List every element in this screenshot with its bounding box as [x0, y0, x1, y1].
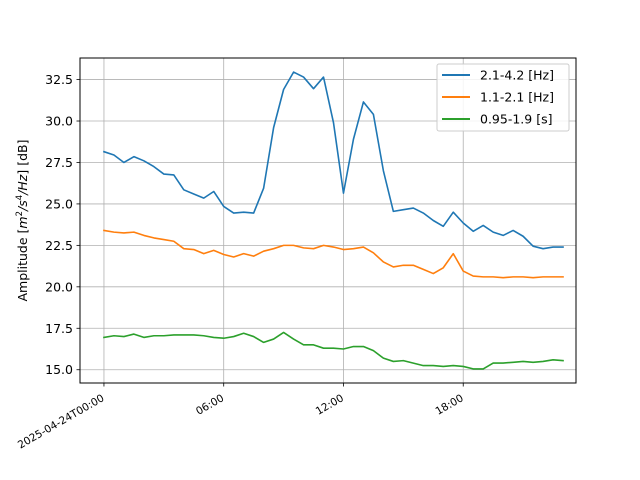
series-line-2 [103, 229, 564, 279]
y-tick-label-0: 15.0 [45, 362, 73, 377]
grid-lines [80, 58, 576, 383]
y-tick-label-2: 20.0 [45, 279, 73, 294]
y-tick-label-5: 27.5 [45, 155, 73, 170]
series-line-1 [102, 71, 564, 250]
y-tick-label-6: 30.0 [45, 114, 73, 129]
legend-label-2: 1.1-2.1 [Hz] [480, 90, 554, 105]
legend-label-3: 0.95-1.9 [s] [480, 112, 552, 127]
series-line-3 [103, 331, 564, 370]
y-axis-label: Amplitude [m2/s4/Hz] [dB] [15, 140, 30, 302]
y-tick-label-3: 22.5 [45, 238, 73, 253]
series-lines [102, 71, 564, 370]
y-tick-label-7: 32.5 [45, 72, 73, 87]
y-tick-label-1: 17.5 [45, 321, 73, 336]
legend-label-1: 2.1-4.2 [Hz] [480, 68, 554, 83]
plot-frame [79, 57, 577, 384]
y-axis: 15.0 17.5 20.0 22.5 25.0 27.5 30.0 32.5 [45, 72, 80, 377]
legend-box [436, 63, 570, 132]
y-tick-label-4: 25.0 [45, 196, 73, 211]
legend: 2.1-4.2 [Hz] 1.1-2.1 [Hz] 0.95-1.9 [s] [436, 63, 570, 132]
